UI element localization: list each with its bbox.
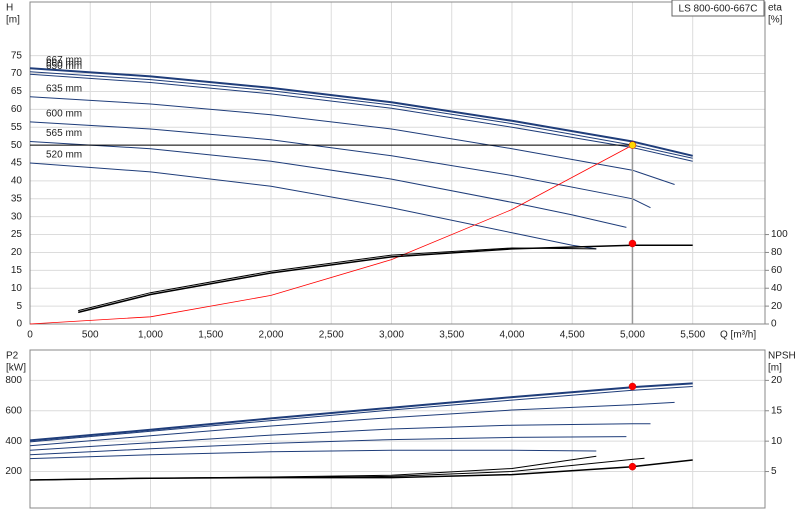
x-tick-label: 1,000 [138, 330, 163, 341]
y-tick-label: 0 [16, 319, 22, 330]
y-tick-label: 75 [11, 50, 23, 61]
x-tick-label: 2,500 [319, 330, 344, 341]
y2-axis-title: eta [768, 3, 782, 14]
y-tick-label: 55 [11, 122, 23, 133]
curve [29, 436, 627, 456]
y-tick-label: 10 [11, 283, 23, 294]
y-tick-label: 60 [11, 104, 23, 115]
curve-label: 660 mm [46, 58, 82, 69]
curve [29, 73, 693, 162]
duty-point [628, 239, 637, 248]
plot-frame [29, 349, 766, 509]
y2-tick-label: 20 [771, 301, 783, 312]
curve [78, 247, 597, 312]
y2-tick-label: 15 [771, 405, 783, 416]
y-tick-label: 65 [11, 86, 23, 97]
y-tick-label: 800 [5, 375, 22, 386]
y2-tick-label: 100 [771, 229, 788, 240]
y2-tick-label: 10 [771, 436, 783, 447]
curve [29, 449, 597, 460]
y-tick-label: 50 [11, 140, 23, 151]
curve [29, 96, 675, 185]
curve [29, 455, 597, 481]
y2-axis-title: NPSH [768, 351, 796, 362]
curve [29, 141, 627, 228]
x-tick-label: 3,500 [439, 330, 464, 341]
curve-label: 667 mm [46, 55, 82, 66]
curve [29, 162, 597, 250]
chart-panel: 200 400 600 800 5 10 15 20 P2[kW] NPSH[m] [5, 349, 796, 509]
y-tick-label: 600 [5, 405, 22, 416]
y-axis-unit: [m] [6, 15, 20, 26]
y2-axis-unit: [%] [768, 15, 783, 26]
x-tick-label: 1,500 [198, 330, 223, 341]
y-tick-label: 25 [11, 229, 23, 240]
curve [29, 382, 693, 442]
y-tick-label: 200 [5, 466, 22, 477]
curve [29, 423, 651, 451]
x-tick-label: 500 [82, 330, 99, 341]
y2-tick-label: 20 [771, 375, 783, 386]
duty-point [628, 141, 637, 149]
x-tick-label: 5,500 [680, 330, 705, 341]
curve-label: 635 mm [46, 83, 82, 94]
curve [29, 457, 645, 481]
y-tick-label: 5 [16, 301, 22, 312]
curve-label: 565 mm [46, 128, 82, 139]
curve-label: 650 mm [46, 61, 82, 72]
y-tick-label: 20 [11, 247, 23, 258]
chart-title: LS 800-600-667C [679, 4, 758, 15]
y-tick-label: 15 [11, 265, 23, 276]
y-tick-label: 45 [11, 158, 23, 169]
y-tick-label: 35 [11, 193, 23, 204]
curve [29, 144, 633, 325]
x-tick-label: 0 [27, 330, 33, 341]
x-axis-title: Q [m³/h] [720, 330, 756, 341]
curve-label: 520 mm [46, 150, 82, 161]
y-axis-title: P2 [6, 351, 19, 362]
x-tick-label: 2,000 [258, 330, 283, 341]
curve [29, 401, 675, 447]
y-axis-title: H [6, 3, 13, 14]
y2-tick-label: 80 [771, 247, 783, 258]
curve-label: 600 mm [46, 108, 82, 119]
y2-tick-label: 5 [771, 466, 777, 477]
y-tick-label: 400 [5, 436, 22, 447]
x-tick-label: 4,500 [560, 330, 585, 341]
curve [29, 386, 693, 443]
y-tick-label: 30 [11, 211, 23, 222]
curve [78, 244, 693, 314]
y-axis-unit: [kW] [6, 363, 26, 374]
x-tick-label: 4,000 [499, 330, 524, 341]
chart-panel: 0 500 1,000 1,500 2,000 2,500 3,000 3,500 4,000 4… [6, 0, 788, 341]
y-tick-label: 40 [11, 176, 23, 187]
y-tick-label: 70 [11, 68, 23, 79]
y2-tick-label: 0 [771, 319, 777, 330]
y2-tick-label: 60 [771, 265, 783, 276]
x-tick-label: 5,000 [620, 330, 645, 341]
x-tick-label: 3,000 [379, 330, 404, 341]
duty-point [628, 382, 637, 391]
duty-point [628, 462, 637, 471]
y2-tick-label: 40 [771, 283, 783, 294]
title-box [671, 0, 765, 17]
y2-axis-unit: [m] [768, 363, 782, 374]
